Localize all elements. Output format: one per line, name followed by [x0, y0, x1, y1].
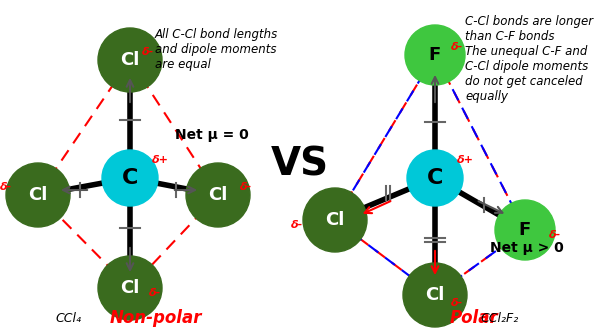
Text: Polar: Polar — [450, 309, 499, 327]
Text: C-Cl bonds are longer
than C-F bonds
The unequal C-F and
C-Cl dipole moments
do : C-Cl bonds are longer than C-F bonds The… — [465, 15, 593, 103]
Text: C: C — [427, 168, 443, 188]
Text: δ-: δ- — [291, 220, 303, 230]
Circle shape — [102, 150, 158, 206]
Text: δ-: δ- — [142, 47, 154, 57]
Text: δ-: δ- — [549, 230, 561, 240]
Text: All C-Cl bond lengths
and dipole moments
are equal: All C-Cl bond lengths and dipole moments… — [155, 28, 278, 71]
Text: CCl₄: CCl₄ — [55, 311, 81, 324]
Circle shape — [98, 28, 162, 92]
Text: δ+: δ+ — [457, 155, 473, 165]
Text: δ-: δ- — [0, 182, 12, 192]
Circle shape — [6, 163, 70, 227]
Circle shape — [186, 163, 250, 227]
Text: Cl: Cl — [208, 186, 227, 204]
Text: VS: VS — [271, 146, 329, 184]
Text: Net μ = 0: Net μ = 0 — [175, 128, 249, 142]
Text: F: F — [519, 221, 531, 239]
Text: Net μ > 0: Net μ > 0 — [490, 241, 564, 255]
Text: δ-: δ- — [149, 288, 161, 298]
Text: C: C — [122, 168, 138, 188]
Text: Cl: Cl — [28, 186, 47, 204]
Circle shape — [495, 200, 555, 260]
Text: Cl: Cl — [325, 211, 344, 229]
Text: Non-polar: Non-polar — [110, 309, 203, 327]
Text: Cl: Cl — [121, 51, 140, 69]
Text: CCl₂F₂: CCl₂F₂ — [480, 311, 518, 324]
Text: δ-: δ- — [451, 298, 463, 308]
Text: δ-: δ- — [451, 42, 463, 52]
Circle shape — [407, 150, 463, 206]
Text: Cl: Cl — [425, 286, 445, 304]
Circle shape — [403, 263, 467, 327]
Text: F: F — [429, 46, 441, 64]
Text: δ-: δ- — [240, 182, 252, 192]
Circle shape — [98, 256, 162, 320]
Text: δ+: δ+ — [151, 155, 169, 165]
Circle shape — [405, 25, 465, 85]
Circle shape — [303, 188, 367, 252]
Text: Cl: Cl — [121, 279, 140, 297]
